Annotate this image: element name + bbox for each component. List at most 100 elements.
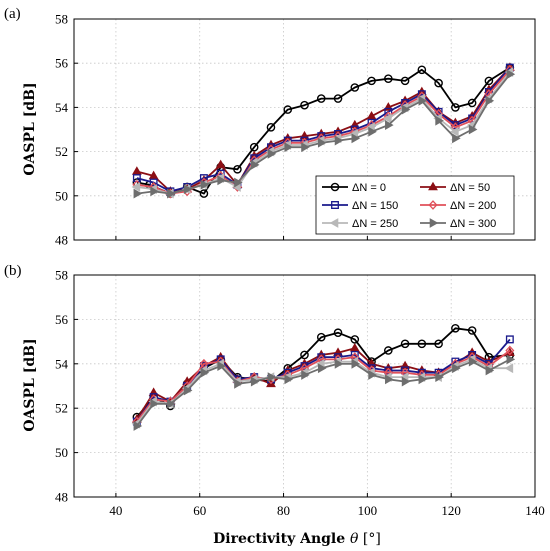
series-line: [136, 66, 511, 195]
data-point: [468, 124, 478, 135]
data-point: [167, 188, 176, 199]
data-point: [418, 95, 428, 106]
legend-entry-label: ΔN = 150: [352, 200, 398, 212]
data-point: [300, 100, 309, 110]
data-point: [450, 126, 459, 137]
series-a-5: [133, 69, 516, 199]
legend-marker: [329, 218, 339, 228]
legend-marker: [428, 181, 438, 191]
data-point: [351, 358, 361, 369]
data-point: [266, 122, 276, 132]
legend-entry-label: ΔN = 200: [450, 200, 496, 212]
data-point: [334, 135, 344, 146]
legend-entry-label: ΔN = 50: [450, 182, 490, 194]
series-line: [136, 67, 511, 193]
data-point: [334, 358, 344, 369]
y-tick-label: 50: [55, 445, 68, 460]
data-point: [199, 189, 209, 198]
data-point: [505, 345, 515, 356]
data-point: [468, 356, 478, 367]
x-tick-label: 100: [358, 503, 378, 518]
axes-frame-a: [73, 18, 536, 241]
panel-label-a: (a): [4, 6, 21, 22]
x-axis-label-unit: [°]: [358, 531, 380, 547]
plot-panel-b: 48 50 52 54 56 58 40 60 80 100 120 140: [55, 268, 545, 519]
data-point: [215, 159, 226, 169]
data-point: [367, 76, 376, 86]
legend-box: [315, 175, 515, 235]
legend-entry-label: ΔN = 250: [352, 218, 398, 230]
data-point: [150, 398, 159, 409]
data-point: [133, 188, 143, 199]
series-b-5: [133, 354, 516, 431]
data-point: [485, 95, 495, 106]
legend-entry-label: ΔN = 0: [352, 182, 386, 194]
data-point: [350, 335, 360, 344]
data-point: [183, 385, 193, 396]
x-tick-label: 140: [525, 503, 545, 518]
data-point: [401, 376, 411, 387]
data-point: [200, 179, 210, 190]
data-point: [366, 110, 377, 120]
data-point: [504, 363, 514, 374]
data-point: [467, 326, 477, 335]
data-point: [434, 339, 443, 349]
data-point: [300, 350, 309, 360]
data-point: [417, 339, 427, 349]
data-point: [131, 166, 142, 175]
y-tick-label: 58: [55, 268, 68, 283]
data-point: [400, 339, 410, 349]
data-point: [316, 332, 326, 342]
legend-marker: [429, 218, 439, 228]
y-tick-label: 56: [55, 56, 69, 71]
data-point: [349, 342, 360, 352]
x-tick-label: 60: [193, 503, 206, 518]
y-tick-label: 52: [55, 401, 68, 416]
data-point: [217, 175, 226, 186]
data-point: [132, 174, 141, 183]
data-point: [131, 182, 141, 192]
y-tick-label: 56: [55, 312, 69, 327]
y-tick-label: 58: [55, 12, 68, 27]
data-point: [417, 65, 427, 75]
data-point: [333, 94, 343, 103]
data-point: [452, 133, 461, 144]
data-point: [435, 372, 444, 383]
data-point: [384, 74, 393, 83]
data-point: [167, 398, 176, 409]
data-point: [217, 361, 226, 371]
y-tick-label: 52: [55, 144, 68, 159]
data-point: [284, 142, 293, 153]
data-point: [505, 335, 514, 344]
plot-area-b: [74, 275, 535, 497]
y-axis-label-b: OASPL [dB]: [22, 338, 38, 431]
data-point: [316, 94, 326, 103]
x-tick-label: 120: [441, 503, 461, 518]
data-point: [451, 103, 460, 112]
y-axis-label-a: OASPL [dB]: [22, 82, 38, 175]
data-point: [200, 367, 210, 378]
data-point: [317, 137, 327, 148]
data-point: [333, 328, 343, 338]
legend: ΔN = 0 ΔN = 50 ΔN = 150 ΔN = 200 ΔN = 250 ΔN …: [315, 175, 515, 235]
data-point: [183, 184, 193, 195]
data-point: [485, 365, 495, 376]
series-line: [136, 349, 511, 423]
data-point: [317, 363, 327, 374]
data-point: [283, 105, 293, 114]
data-point: [250, 376, 260, 387]
data-point: [234, 177, 243, 188]
y-tick-label: 48: [55, 490, 68, 505]
data-point: [506, 69, 516, 80]
data-point: [267, 372, 277, 383]
data-point: [418, 374, 428, 385]
legend-marker: [428, 200, 438, 210]
data-point: [435, 115, 444, 126]
data-point: [351, 133, 361, 144]
data-point: [400, 76, 410, 86]
data-point: [233, 164, 242, 174]
x-axis-label-theta: θ: [350, 531, 359, 547]
y-tick-label: 54: [55, 100, 69, 115]
data-point: [434, 78, 443, 88]
